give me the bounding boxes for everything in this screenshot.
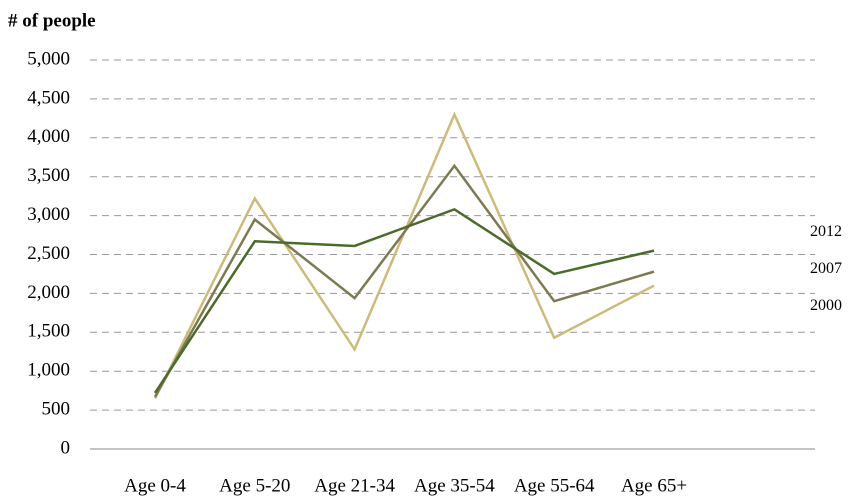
data-line (153, 207, 655, 394)
y-tick-label: 4,500 (27, 87, 70, 108)
y-tick-label: 2,000 (27, 282, 70, 303)
data-line (153, 111, 655, 399)
y-tick-label: 3,500 (27, 165, 70, 186)
x-tick-label: Age 35-54 (414, 475, 495, 496)
y-tick-label: 500 (42, 398, 71, 419)
series-label: 2012 (810, 223, 842, 240)
x-tick-label: Age 5-20 (219, 475, 290, 496)
y-tick-label: 4,000 (27, 126, 70, 147)
y-tick-label: 1,500 (27, 321, 70, 342)
y-tick-label: 5,000 (27, 48, 70, 69)
y-tick-label: 2,500 (27, 243, 70, 264)
data-line (153, 163, 655, 398)
series-label: 2000 (810, 297, 842, 314)
x-tick-label: Age 55-64 (514, 475, 595, 496)
y-tick-label: 3,000 (27, 204, 70, 225)
series-label: 2007 (810, 260, 842, 277)
x-tick-label: Age 65+ (621, 475, 687, 496)
x-tick-label: Age 0-4 (124, 475, 186, 496)
y-tick-label: 1,000 (27, 360, 70, 381)
y-tick-label: 0 (61, 437, 71, 458)
chart-title: # of people (8, 10, 96, 31)
x-tick-label: Age 21-34 (314, 475, 395, 496)
